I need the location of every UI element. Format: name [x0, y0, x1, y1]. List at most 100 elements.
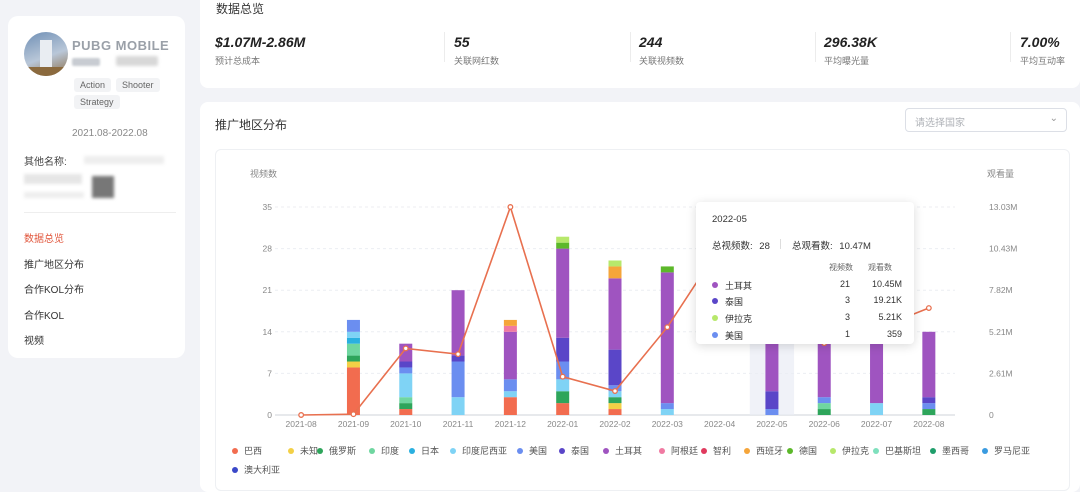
- y-tick-label: 28: [263, 244, 273, 254]
- legend-item[interactable]: 西班牙: [744, 445, 783, 457]
- bar-segment: [451, 361, 465, 398]
- legend-dot: [701, 447, 707, 454]
- tooltip-row-count: 3: [844, 295, 850, 305]
- nav-kol[interactable]: 合作KOL: [24, 311, 65, 322]
- bar-segment: [765, 391, 779, 410]
- legend-item[interactable]: 罗马尼亚: [982, 445, 1030, 457]
- line-point: [507, 204, 514, 210]
- bar-segment: [346, 367, 360, 415]
- legend-label: 印度尼西亚: [462, 446, 508, 456]
- legend-dot: [930, 447, 936, 454]
- legend-item[interactable]: 智利: [701, 445, 731, 457]
- legend-item[interactable]: 巴西: [232, 445, 262, 457]
- tag-shooter[interactable]: Shooter: [116, 78, 160, 92]
- legend-item[interactable]: 泰国: [559, 445, 589, 457]
- x-tick-label: 2022-06: [809, 419, 840, 429]
- legend-item[interactable]: 澳大利亚: [232, 464, 280, 476]
- bar-segment: [608, 266, 622, 279]
- legend-item[interactable]: 印度: [369, 445, 399, 457]
- legend-label: 阿根廷: [671, 446, 699, 456]
- tooltip-row: 美国 1 359: [712, 329, 902, 341]
- region-distribution-card: 推广地区分布 请选择国家 ⌄: [200, 102, 1080, 492]
- legend-item[interactable]: 美国: [517, 445, 547, 457]
- legend-dot: [712, 282, 718, 288]
- tag-action[interactable]: Action: [74, 78, 112, 92]
- legend-item[interactable]: 巴基斯坦: [873, 445, 921, 457]
- metric-value: 55: [454, 34, 470, 50]
- legend-label: 德国: [799, 446, 818, 456]
- legend-item[interactable]: 日本: [409, 445, 439, 457]
- app-name: PUBG MOBILE: [72, 38, 170, 53]
- legend-dot: [603, 447, 609, 454]
- line-point: [559, 373, 566, 380]
- legend-item[interactable]: 伊拉克: [830, 445, 869, 457]
- legend-item[interactable]: 墨西哥: [930, 445, 969, 457]
- legend-item[interactable]: 印度尼西亚: [450, 445, 507, 457]
- nav-kol-distribution[interactable]: 合作KOL分布: [24, 285, 85, 296]
- bar-segment: [503, 397, 517, 415]
- bar-segment: [399, 409, 413, 415]
- line-point: [455, 351, 462, 358]
- tooltip-row-count: 3: [844, 312, 850, 322]
- bar-segment: [608, 397, 622, 404]
- line-point: [350, 411, 357, 418]
- tooltip-row-views: 19.21K: [873, 295, 902, 305]
- bar-segment: [870, 403, 884, 415]
- bar-segment: [817, 397, 831, 404]
- legend-label: 罗马尼亚: [994, 446, 1031, 456]
- nav-region-distribution[interactable]: 推广地区分布: [24, 260, 84, 271]
- x-tick-label: 2022-04: [704, 419, 735, 429]
- bar-segment: [817, 409, 831, 415]
- legend-label: 美国: [529, 446, 548, 456]
- y-tick-label: 7: [267, 368, 272, 378]
- bar-segment: [660, 409, 674, 415]
- legend-label: 伊拉克: [842, 446, 870, 456]
- bar-segment: [451, 290, 465, 356]
- blurred-name-3: [24, 192, 84, 198]
- line-point: [612, 388, 618, 395]
- legend-label: 巴西: [244, 446, 263, 456]
- nav-data-overview[interactable]: 数据总览: [24, 234, 64, 245]
- side-divider: [24, 212, 176, 213]
- bar-segment: [503, 325, 517, 332]
- y2-tick-label: 13.03M: [989, 202, 1017, 212]
- legend-item[interactable]: 土耳其: [603, 445, 642, 457]
- tag-strategy[interactable]: Strategy: [74, 95, 120, 109]
- x-tick-label: 2021-10: [390, 419, 421, 429]
- legend-label: 泰国: [571, 446, 590, 456]
- bar-segment: [399, 361, 413, 368]
- bar-segment: [765, 409, 779, 415]
- legend-dot: [369, 447, 375, 454]
- y2-tick-label: 0: [989, 410, 994, 420]
- legend-dot: [450, 447, 456, 454]
- legend-label: 土耳其: [615, 446, 643, 456]
- bar-segment: [503, 331, 517, 380]
- y-tick-label: 14: [263, 327, 273, 337]
- legend-label: 印度: [381, 446, 400, 456]
- legend-label: 智利: [713, 446, 732, 456]
- bar-segment: [608, 391, 622, 398]
- metric-label: 平均曝光量: [824, 56, 870, 66]
- bar-segment: [608, 278, 622, 350]
- country-select[interactable]: 请选择国家 ⌄: [905, 108, 1067, 132]
- legend-item[interactable]: 俄罗斯: [317, 445, 356, 457]
- tooltip-row-name: 泰国: [725, 297, 744, 307]
- tooltip-total-videos: 总视频数: 28: [712, 238, 770, 252]
- legend-label: 日本: [421, 446, 440, 456]
- line-point: [925, 305, 932, 311]
- bar-segment: [503, 391, 517, 398]
- blurred-image: [92, 176, 114, 198]
- metric-influencers: 55 关联网红数: [454, 34, 499, 67]
- nav-videos[interactable]: 视频: [24, 336, 44, 347]
- tooltip-total-value: 28: [759, 241, 770, 252]
- tooltip-row: 伊拉克 3 5.21K: [712, 312, 902, 324]
- tooltip-row: 泰国 3 19.21K: [712, 295, 902, 307]
- metric-avg-engagement: 7.00% 平均互动率: [1020, 34, 1065, 67]
- legend-item[interactable]: 未知: [288, 445, 318, 457]
- legend-dot: [317, 447, 323, 454]
- legend-dot: [982, 447, 988, 454]
- tooltip-row-name: 土耳其: [725, 281, 753, 291]
- legend-item[interactable]: 阿根廷: [659, 445, 698, 457]
- legend-label: 澳大利亚: [244, 465, 281, 475]
- legend-item[interactable]: 德国: [787, 445, 817, 457]
